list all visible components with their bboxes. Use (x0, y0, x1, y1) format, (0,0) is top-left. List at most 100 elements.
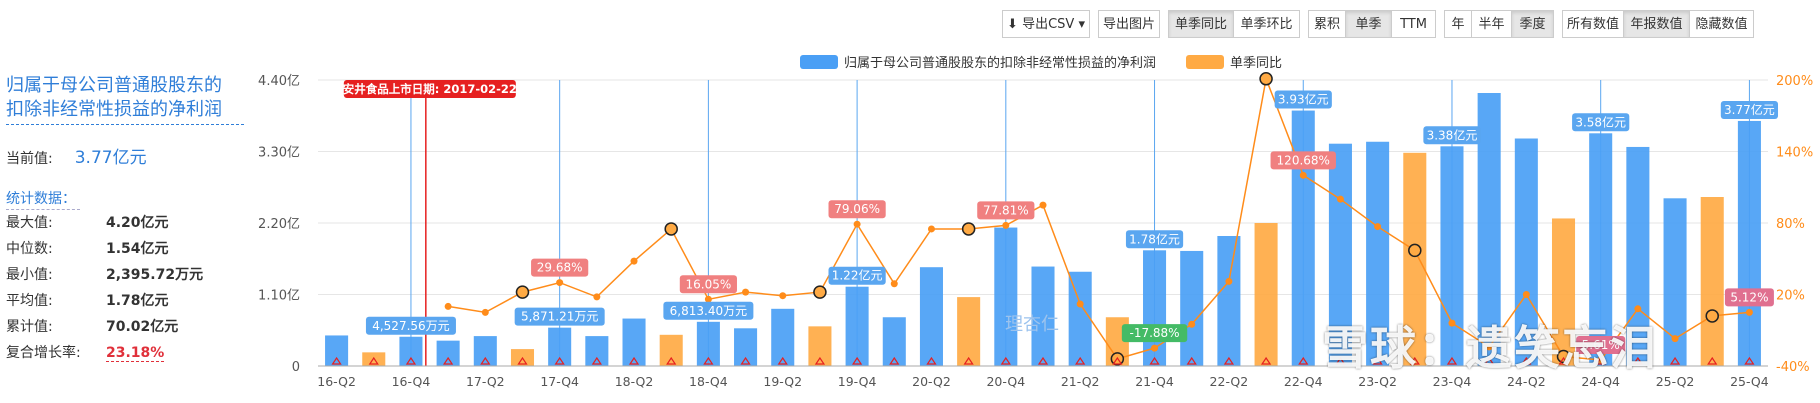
x-tick-label: 25-Q4 (1730, 374, 1769, 389)
xueqiu-watermark: 雪球：遗笑忘泪 (1322, 321, 1658, 375)
yoy-line-series (444, 72, 1753, 366)
bar (1180, 250, 1204, 366)
yoy-point (742, 288, 750, 296)
yoy-point-highlight (1408, 243, 1422, 258)
yoy-point (1188, 320, 1196, 328)
x-tick-label: 16-Q2 (317, 374, 356, 389)
bar (1031, 266, 1055, 366)
yoy-point (1039, 201, 1047, 209)
x-marker-triangle (963, 356, 974, 365)
yoy-label: 29.68% (537, 261, 583, 275)
bar (882, 317, 906, 366)
x-marker-triangle (1632, 356, 1643, 365)
stat-label: 中位数: (6, 241, 53, 257)
x-marker-triangle (851, 356, 863, 365)
yoy-point-highlight (664, 222, 678, 236)
x-marker-triangle (1446, 356, 1458, 365)
x-marker-triangle (1000, 356, 1011, 365)
tab-yoy[interactable]: 单季同比 (1168, 10, 1234, 38)
current-value: 3.77亿元 (74, 148, 147, 168)
yoy-point (704, 295, 712, 303)
stat-median: 中位数: 1.54亿元 (6, 236, 246, 262)
x-tick-label: 16-Q4 (392, 374, 431, 389)
legend-item-line[interactable]: 单季同比 (1186, 52, 1282, 71)
listing-date-badge (343, 80, 516, 98)
x-marker-triangle (443, 356, 454, 365)
x-marker-triangle (1149, 356, 1160, 365)
bar (1551, 218, 1576, 366)
bar (1626, 146, 1650, 366)
metric-title-line2: 扣除非经常性损益的净利润 (6, 99, 222, 120)
x-marker-triangle (1595, 356, 1606, 365)
x-marker-triangle (777, 356, 788, 365)
x-marker-triangle (1260, 356, 1272, 365)
metric-title: 归属于母公司普通股股东的 扣除非经常性损益的净利润 (6, 74, 244, 125)
y-left-tick: 0 (292, 360, 300, 375)
x-tick-label: 18-Q4 (689, 374, 728, 389)
yoy-point (1745, 308, 1753, 316)
bar (696, 321, 720, 366)
caret-down-icon: ▾ (1078, 17, 1085, 32)
x-marker-triangle (703, 356, 714, 365)
y-left-tick: 4.40亿 (258, 74, 300, 89)
yoy-label-bg (679, 275, 737, 294)
x-marker-triangle (517, 356, 528, 365)
legend-swatch-blue (800, 55, 838, 69)
tab-all-values[interactable]: 所有数值 (1562, 10, 1624, 38)
yoy-point-highlight (1259, 72, 1273, 86)
bar-label: 1.78亿元 (1129, 231, 1180, 246)
x-tick-label: 22-Q2 (1210, 374, 1249, 389)
x-marker-triangle (1409, 356, 1420, 365)
y-left-tick: 1.10亿 (258, 289, 300, 304)
stat-label: 平均值: (6, 293, 53, 309)
tab-hide-values[interactable]: 隐藏数值 (1690, 10, 1754, 38)
x-marker-triangle (591, 356, 602, 365)
bar (957, 297, 981, 366)
tab-half-year[interactable]: 半年 (1472, 10, 1512, 38)
x-tick-label: 22-Q4 (1284, 374, 1323, 389)
export-csv-button[interactable]: ⬇ 导出CSV ▾ (1002, 10, 1090, 38)
yoy-point (1299, 171, 1307, 179)
x-marker-triangle (740, 356, 751, 365)
yoy-label-bg (1576, 336, 1626, 355)
x-marker-triangle (1298, 356, 1309, 365)
cagr-value[interactable]: 23.18% (106, 345, 165, 362)
stat-label: 最小值: (6, 267, 53, 283)
x-tick-label: 21-Q2 (1061, 374, 1100, 389)
yoy-point (1076, 300, 1084, 308)
tab-qoq[interactable]: 单季环比 (1234, 10, 1300, 38)
yoy-label-bg (977, 201, 1035, 220)
yoy-point-highlight (813, 285, 827, 299)
legend-item-bars[interactable]: 归属于母公司普通股股东的扣除非经常性损益的净利润 (800, 52, 1156, 71)
bar (1700, 197, 1724, 366)
yoy-point (1151, 344, 1159, 352)
legend-label-bars: 归属于母公司普通股股东的扣除非经常性损益的净利润 (844, 56, 1157, 71)
bar (1477, 93, 1501, 366)
bar-label-bg (1720, 100, 1779, 119)
site-watermark: 理杏仁 (1005, 314, 1059, 335)
export-image-button[interactable]: 导出图片 (1098, 10, 1160, 38)
yoy-label: 77.81% (983, 203, 1029, 217)
bar (659, 334, 683, 366)
export-image-label: 导出图片 (1102, 17, 1155, 32)
tab-year[interactable]: 年 (1444, 10, 1472, 38)
y-right-tick: 80% (1776, 217, 1805, 232)
tab-annual-values[interactable]: 年报数值 (1624, 10, 1690, 38)
yoy-point (779, 292, 787, 300)
x-marker-triangle (1484, 356, 1495, 365)
tab-cumulative[interactable]: 累积 (1308, 10, 1346, 38)
yoy-label: 79.06% (834, 202, 880, 216)
bar-label: 3.38亿元 (1427, 127, 1478, 142)
x-marker-triangle (1744, 356, 1755, 365)
yoy-label: 5.61% (1582, 338, 1620, 352)
x-tick-label: 21-Q4 (1135, 374, 1174, 389)
bar (436, 340, 460, 366)
bar-label: 6,813.40万元 (670, 304, 747, 318)
x-tick-label: 20-Q2 (912, 374, 951, 389)
tab-ttm[interactable]: TTM (1392, 10, 1436, 38)
x-marker-triangle (368, 356, 379, 365)
tab-quarter[interactable]: 季度 (1512, 10, 1554, 38)
x-marker-triangle (1037, 356, 1049, 365)
tab-single-quarter[interactable]: 单季 (1346, 10, 1392, 38)
stat-label: 累计值: (6, 319, 53, 335)
